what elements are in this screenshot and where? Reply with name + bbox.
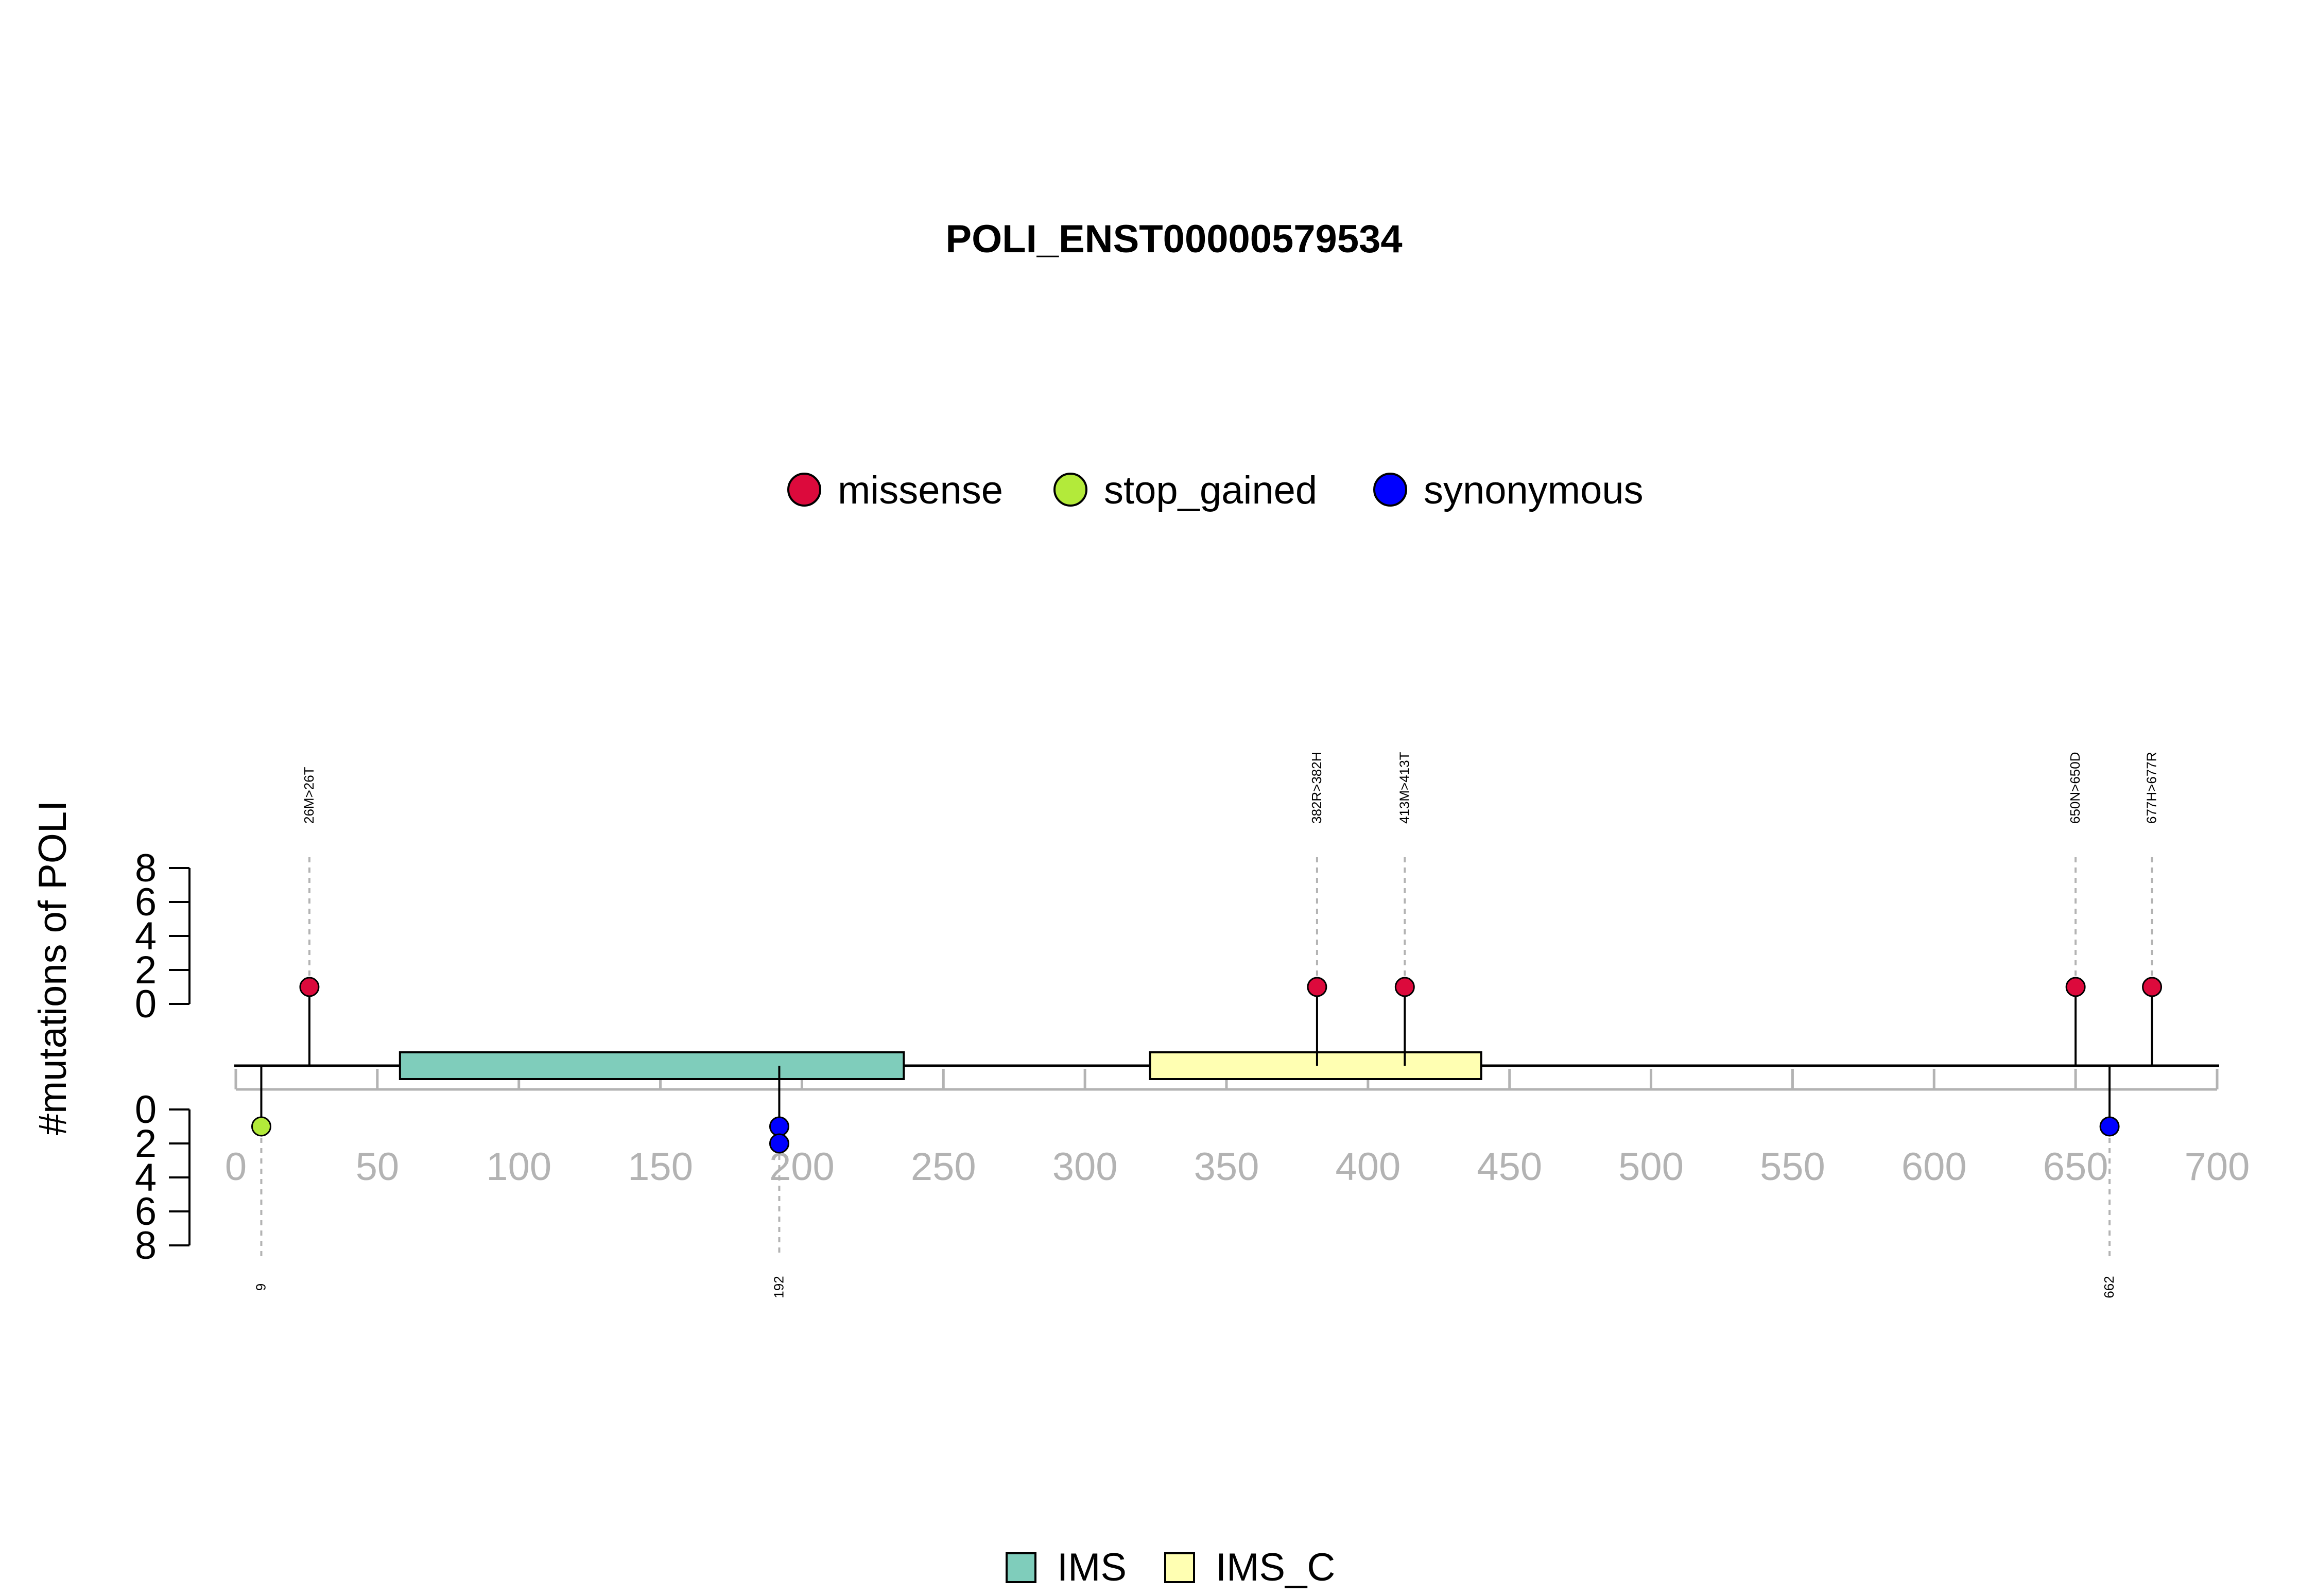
legend-synonymous-marker [1373, 473, 1407, 507]
domain-IMS_C [1149, 1051, 1482, 1080]
legend-IMS-swatch [1006, 1552, 1036, 1583]
mutation-point [1394, 977, 1415, 997]
x-tick-label: 700 [2185, 1145, 2250, 1189]
legend-IMS_C-swatch [1164, 1552, 1195, 1583]
top-y-tick-label: 8 [135, 846, 157, 890]
mutation-point [299, 977, 320, 997]
x-tick-label: 50 [356, 1145, 400, 1189]
x-tick-label: 450 [1477, 1145, 1542, 1189]
bottom-y-tick-label: 2 [135, 1122, 157, 1166]
legend-synonymous-label: synonymous [1424, 469, 1644, 512]
bottom-y-tick-label: 4 [135, 1156, 157, 1200]
mutation-point [2099, 1116, 2120, 1137]
x-tick-label: 650 [2043, 1145, 2108, 1189]
x-tick-label: 250 [911, 1145, 976, 1189]
mutation-label: 650N>650D [2067, 752, 2083, 824]
domain-IMS [399, 1051, 905, 1080]
x-tick-label: 100 [486, 1145, 551, 1189]
mutation-point [251, 1116, 271, 1137]
x-tick-label: 350 [1194, 1145, 1259, 1189]
bottom-y-tick-label: 8 [135, 1224, 157, 1268]
chart-title: POLI_ENST00000579534 [945, 217, 1402, 261]
mutation-point [2065, 977, 2086, 997]
mutation-type-legend: missense stop_gained synonymous [787, 469, 1644, 512]
legend-stop_gained-marker [1053, 473, 1087, 507]
legend-IMS-label: IMS [1057, 1546, 1127, 1589]
bottom-y-tick-label: 0 [135, 1088, 157, 1132]
x-tick-label: 300 [1052, 1145, 1118, 1189]
x-tick-label: 150 [628, 1145, 693, 1189]
domains [399, 1051, 1482, 1080]
x-tick-label: 0 [225, 1145, 247, 1189]
mutation-point [2142, 977, 2163, 997]
mutation-point [1307, 977, 1327, 997]
top-y-tick-label: 0 [135, 982, 157, 1026]
x-tick-label: 600 [1901, 1145, 1967, 1189]
mutation-label: 26M>26T [301, 767, 317, 824]
x-tick-label: 400 [1335, 1145, 1400, 1189]
mutation-label: 382R>382H [1309, 752, 1324, 824]
x-tick-label: 550 [1760, 1145, 1825, 1189]
mutation-label: 677H>677R [2144, 752, 2159, 824]
lollipops: 26M>26T 382R>382H 413M>413T 650N>650D 677H>6… [251, 752, 2163, 1298]
mutation-point [769, 1133, 789, 1154]
mutation-label: 9 [253, 1283, 268, 1291]
y-axis-label: #mutations of POLI [31, 801, 75, 1136]
legend-missense-label: missense [838, 469, 1003, 512]
x-axis: 0 50 100 150 200 250 300 350 400 450 500 550 600 650 7… [225, 1069, 2250, 1189]
x-tick-label: 500 [1618, 1145, 1684, 1189]
top-y-tick-label: 6 [135, 880, 157, 924]
mutation-label: 662 [2101, 1276, 2117, 1298]
mutation-label: 192 [771, 1276, 786, 1298]
top-y-tick-label: 2 [135, 948, 157, 992]
mutation-label: 413M>413T [1396, 752, 1412, 824]
mutation-point [769, 1116, 789, 1137]
legend-IMS_C-label: IMS_C [1216, 1546, 1335, 1589]
bottom-y-tick-label: 6 [135, 1190, 157, 1234]
legend-stop_gained-label: stop_gained [1104, 469, 1317, 512]
domain-legend: IMS IMS_C [1006, 1546, 1335, 1589]
legend-missense-marker [787, 473, 821, 507]
top-y-tick-label: 4 [135, 914, 157, 958]
